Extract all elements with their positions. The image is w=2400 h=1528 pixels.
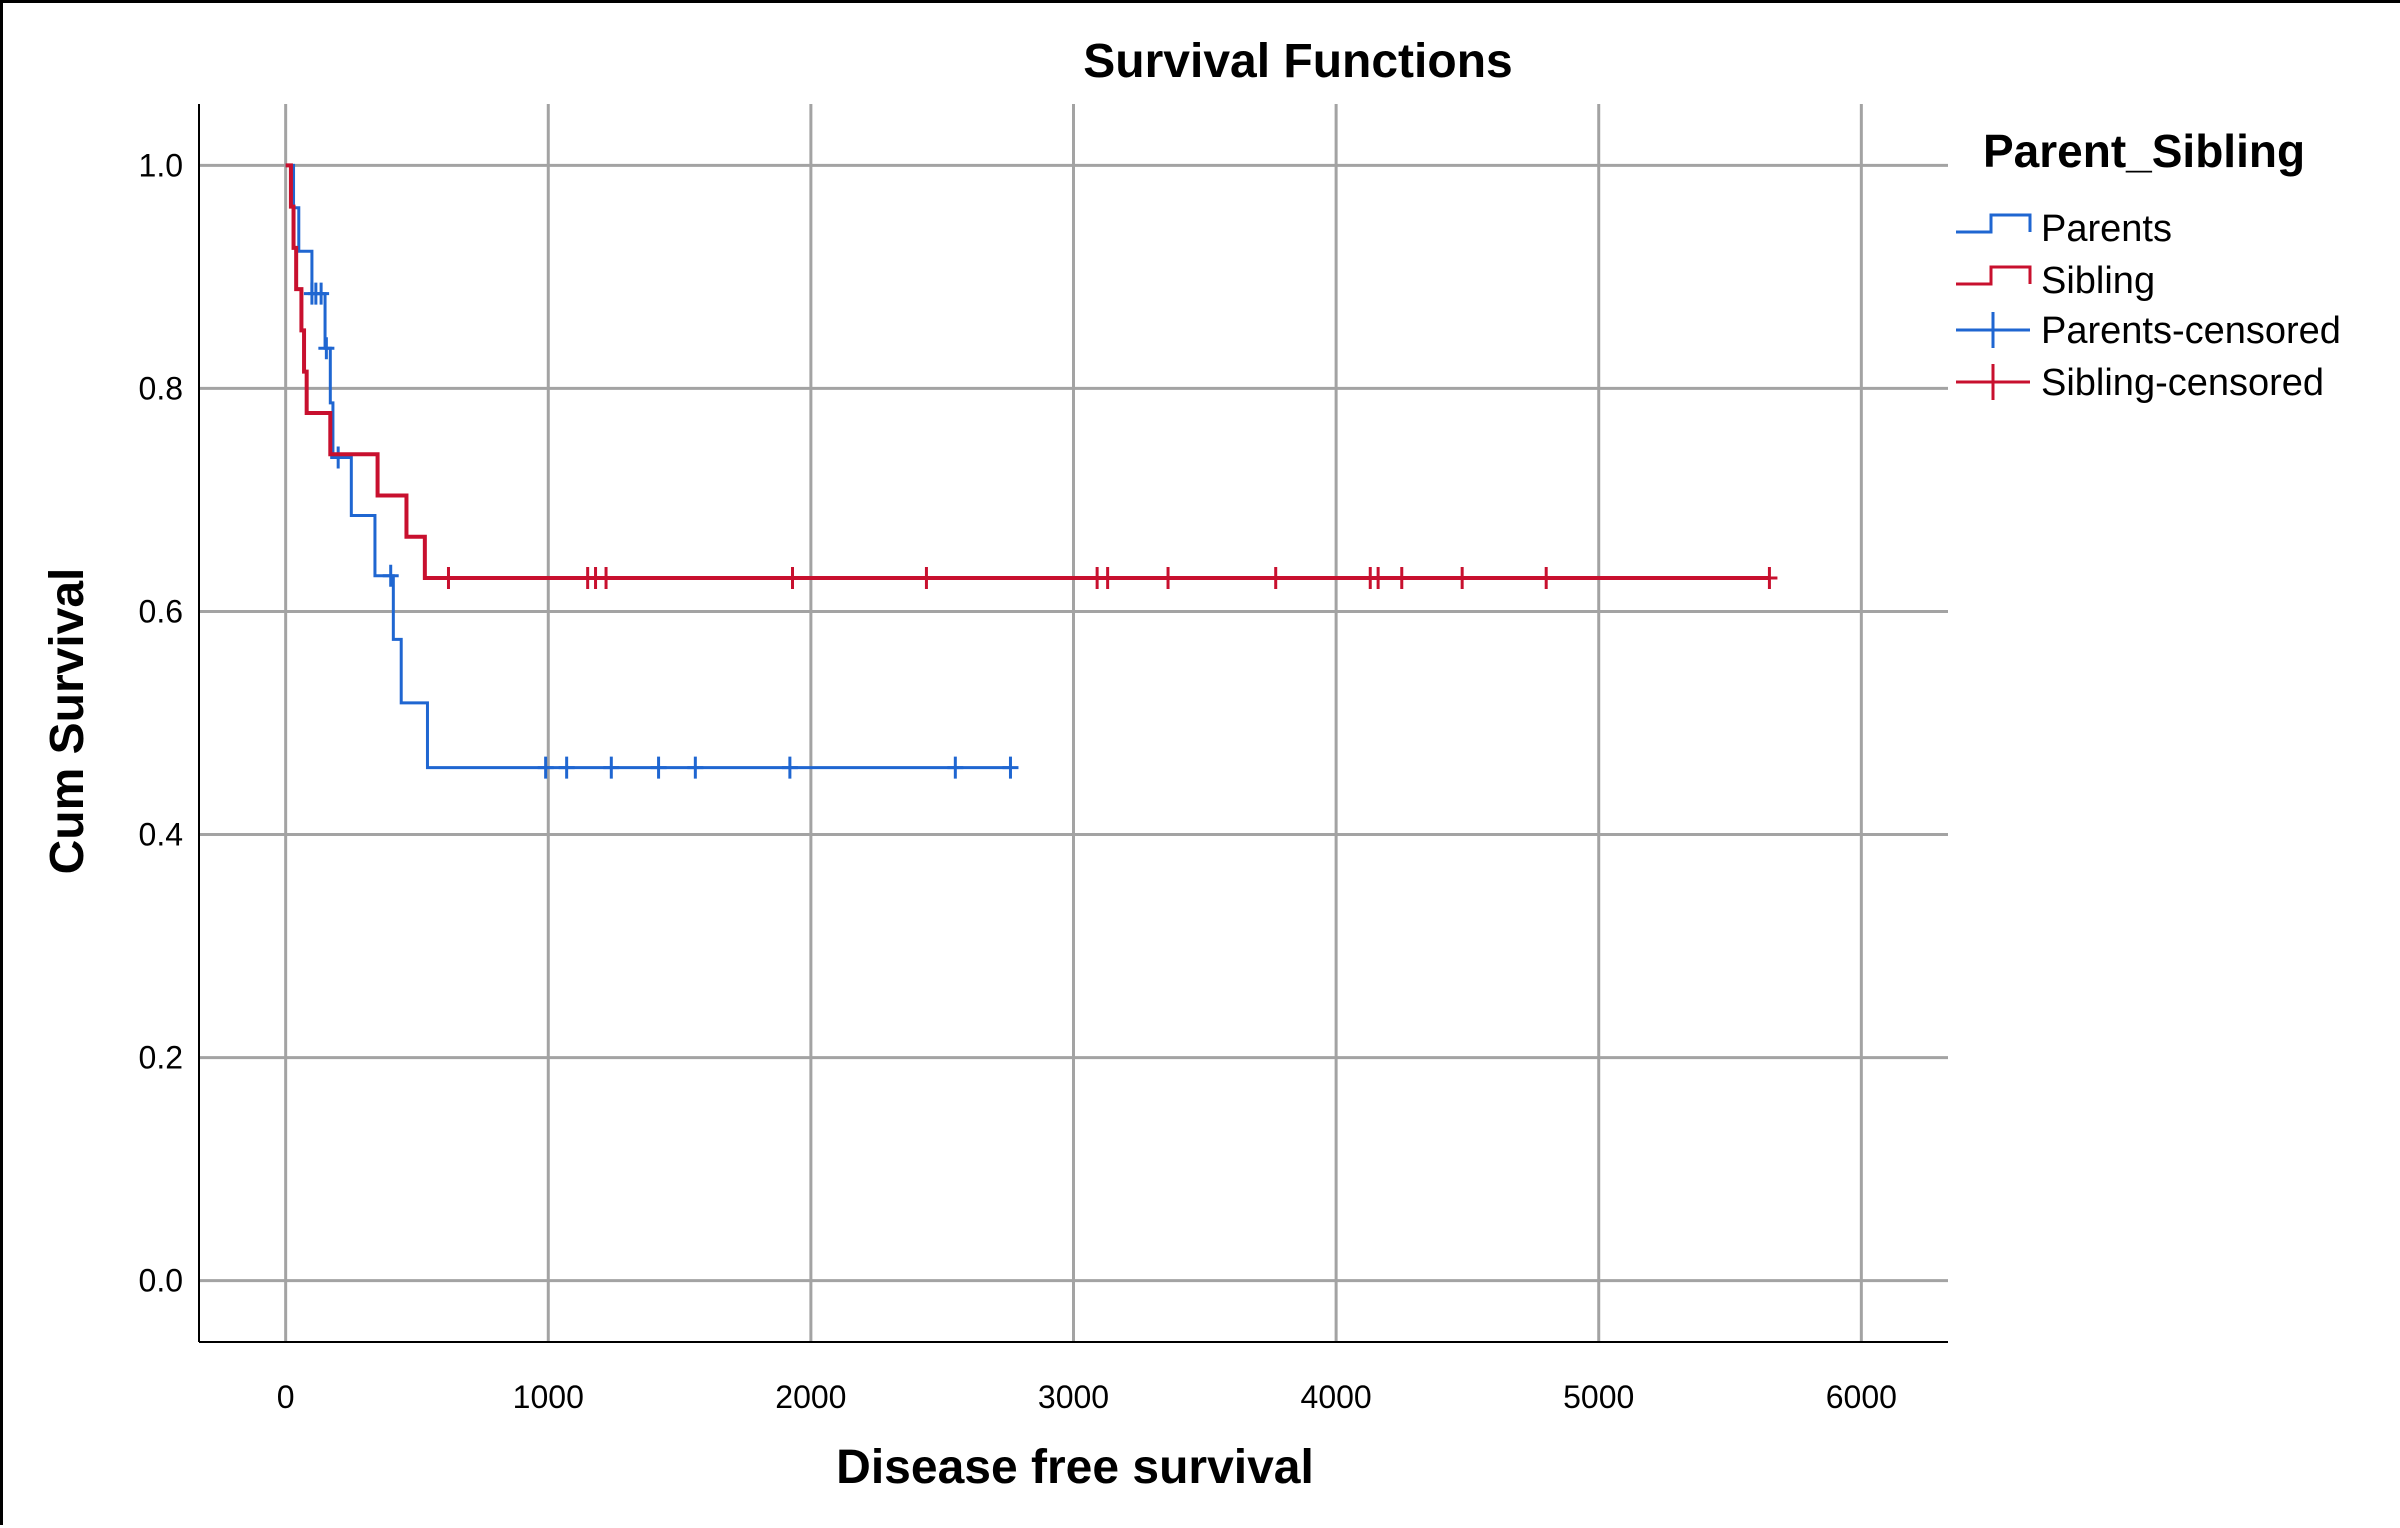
legend-swatch-sibling-censored	[1956, 364, 2030, 400]
sibling-censor-mark-0	[440, 567, 457, 590]
x-tick-label-0: 0	[277, 1379, 295, 1415]
x-tick-label-5: 5000	[1563, 1379, 1634, 1415]
legend-title: Parent_Sibling	[1983, 125, 2305, 177]
legend-swatch-parents-censored	[1956, 312, 2030, 348]
vertical-gridlines	[284, 104, 1863, 1342]
sibling-censor-mark-15	[1761, 567, 1778, 590]
legend-swatch-parents	[1956, 213, 2032, 234]
y-tick-label-0: 0.0	[139, 1263, 183, 1299]
sibling-censor-mark-8	[1160, 567, 1177, 590]
survival-chart: 0 1000 2000 3000 4000 5000 6000 0.00.20.40.60.…	[3, 3, 2400, 1528]
horizontal-gridlines	[199, 163, 1948, 1283]
sibling-censor-mark-14	[1538, 567, 1555, 590]
series-layer	[285, 163, 1778, 779]
sibling-censor-mark-5	[918, 567, 935, 590]
parents-censor-mark-4	[330, 446, 347, 469]
sibling-censor-mark-7	[1099, 567, 1116, 590]
legend-label-parents: Parents	[2041, 208, 2172, 250]
parents-censor-mark-2	[313, 282, 330, 305]
sibling-censor-mark-13	[1454, 567, 1471, 590]
parents-censor-mark-11	[781, 756, 798, 779]
sibling-censor-mark-11	[1370, 567, 1387, 590]
y-tick-label-1: 0.2	[139, 1040, 183, 1076]
sibling-censor-mark-4	[784, 567, 801, 590]
y-axis-title: Cum Survival	[41, 568, 94, 875]
parents-survival-line	[285, 163, 1011, 770]
legend-label-parents-censored: Parents-censored	[2041, 310, 2341, 352]
x-tick-label-4: 4000	[1301, 1379, 1372, 1415]
chart-background	[3, 3, 2400, 1528]
legend: Parent_Sibling Parents Sibling Parents-cen…	[1956, 125, 2341, 404]
sibling-censor-mark-12	[1393, 567, 1410, 590]
legend-swatch-sibling	[1956, 265, 2032, 286]
x-axis-title: Disease free survival	[836, 1441, 1314, 1494]
x-tick-label-6: 6000	[1826, 1379, 1897, 1415]
y-tick-label-2: 0.4	[139, 817, 183, 853]
parents-censor-mark-10	[687, 756, 704, 779]
parents-censor-mark-7	[558, 756, 575, 779]
x-tick-label-1: 1000	[513, 1379, 584, 1415]
sibling-censor-mark-9	[1267, 567, 1284, 590]
parents-censor-mark-8	[603, 756, 620, 779]
x-tick-labels: 0 1000 2000 3000 4000 5000 6000	[277, 1379, 1897, 1415]
x-tick-label-2: 2000	[775, 1379, 846, 1415]
sibling-survival-line	[285, 163, 1770, 581]
sibling-censor-mark-3	[598, 567, 615, 590]
y-tick-label-4: 0.8	[139, 370, 183, 406]
legend-label-sibling: Sibling	[2041, 260, 2155, 302]
y-tick-label-3: 0.6	[139, 593, 183, 629]
y-tick-labels: 0.0 0.2 0.4 0.6 0.8 1.0	[139, 147, 183, 1298]
legend-items: Parents Sibling Parents-censored Sibling-ce…	[1956, 208, 2341, 404]
parents-censor-mark-13	[1002, 756, 1019, 779]
x-tick-label-3: 3000	[1038, 1379, 1109, 1415]
parents-censor-mark-12	[947, 756, 964, 779]
parents-censor-mark-9	[650, 756, 667, 779]
legend-label-sibling-censored: Sibling-censored	[2041, 362, 2324, 404]
y-tick-label-5: 1.0	[139, 147, 183, 183]
parents-censor-mark-3	[318, 337, 335, 360]
chart-title: Survival Functions	[1083, 35, 1512, 88]
parents-censor-mark-5	[382, 564, 399, 587]
parents-censor-mark-6	[537, 756, 554, 779]
